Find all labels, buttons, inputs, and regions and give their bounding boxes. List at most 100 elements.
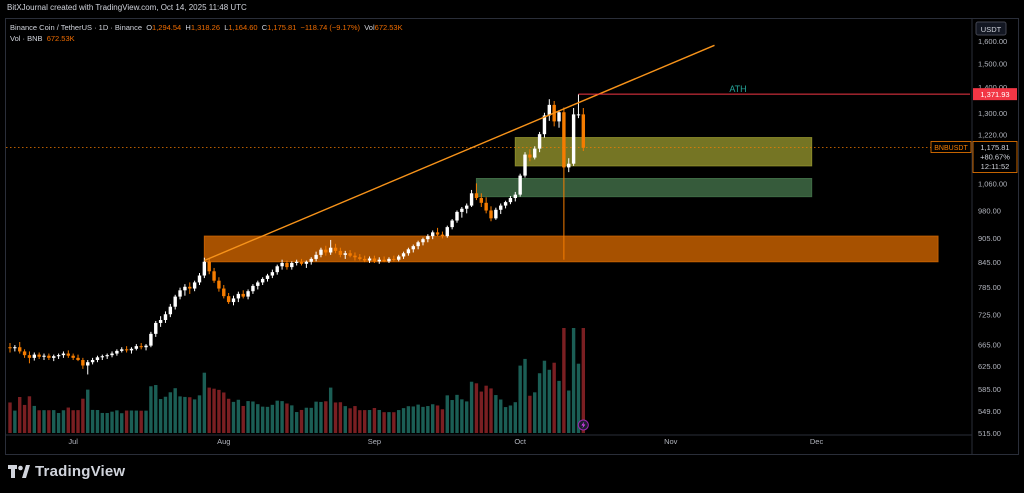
candle-body [270, 272, 275, 276]
volume-bar [324, 401, 328, 433]
volume-bar [377, 409, 381, 433]
attribution-text: BitXJournal created with TradingView.com… [7, 3, 247, 12]
candle-body [8, 347, 12, 349]
candle-body [173, 296, 177, 307]
trendline [204, 44, 715, 262]
volume-bar [52, 410, 56, 433]
volume-bar [66, 407, 71, 433]
candle-body [52, 356, 56, 358]
legend-close: 1,175.81 [267, 23, 297, 32]
volume-bar [489, 388, 493, 433]
top-bar: BitXJournal created with TradingView.com… [0, 0, 1024, 18]
legend-volume-row: Vol · BNB 672.53K [10, 33, 403, 44]
legend: Binance Coin / TetherUS · 1D · Binance O… [10, 22, 403, 44]
y-tick-label: 585.00 [978, 385, 1001, 394]
lightning-icon [581, 421, 586, 429]
volume-bar [120, 413, 124, 433]
volume-bar [416, 404, 420, 433]
candle-body [120, 349, 124, 351]
y-tick-label: 725.00 [978, 311, 1001, 320]
legend-close-label: C [261, 23, 268, 32]
last-price-countdown: 12:11:52 [981, 162, 1010, 171]
y-tick-label: 1,220.00 [978, 131, 1007, 140]
volume-bar [154, 385, 158, 433]
volume-bar [260, 406, 265, 433]
candle-body [576, 114, 581, 116]
candle-body [66, 353, 71, 356]
candle-body [260, 278, 265, 283]
candle-body [42, 355, 46, 357]
candle-body [513, 194, 517, 199]
candle-body [494, 209, 498, 219]
candle-body [299, 261, 304, 264]
y-tick-label: 785.00 [978, 283, 1001, 292]
volume-bar [42, 410, 46, 433]
legend-low-label: L [224, 23, 229, 32]
volume-bar [343, 406, 347, 433]
volume-bar [173, 388, 177, 433]
volume-bar [134, 410, 139, 433]
volume-bar [275, 400, 279, 433]
candle-body [319, 249, 323, 255]
candle-body [343, 253, 347, 255]
candle-body [13, 347, 17, 349]
volume-bar [484, 385, 488, 433]
candle-body [71, 355, 75, 358]
volume-bar [406, 406, 411, 433]
volume-bar [309, 407, 313, 433]
candle-body [571, 114, 576, 164]
candle-body [207, 261, 211, 272]
volume-bar [256, 404, 260, 433]
candle-body [333, 247, 338, 251]
price-chart[interactable]: ATH USDT 1,600.00 1,500.00 1,400.00 1,300.00 1… [0, 0, 1024, 455]
volume-bar [338, 402, 343, 433]
volume-bar [552, 362, 556, 433]
candle-body [275, 266, 279, 273]
candle-body [22, 351, 27, 356]
candle-body [81, 360, 85, 366]
volume-bar [100, 412, 105, 433]
candle-body [460, 208, 464, 212]
resistance-zone [514, 137, 813, 167]
volume-bar [246, 401, 250, 433]
volume-bar [37, 410, 41, 433]
volume-bar [494, 395, 498, 433]
volume-bar [304, 407, 309, 433]
volume-bar [567, 390, 571, 433]
volume-bar [183, 396, 187, 433]
volume-bar [192, 399, 197, 433]
candle-body [290, 262, 294, 268]
volume-bar [231, 401, 236, 433]
volume-bar [90, 409, 95, 433]
candle-body [426, 236, 430, 240]
volume-bar [61, 410, 66, 433]
legend-vol-label: Vol [364, 23, 375, 32]
candle-body [406, 249, 411, 254]
candle-body [231, 298, 236, 303]
last-price-change: +80.67% [980, 152, 1010, 161]
volume-bar [440, 409, 445, 433]
volume-bar [163, 396, 168, 433]
candle-body [309, 258, 313, 262]
candle-body [304, 261, 309, 264]
candle-body [382, 259, 386, 262]
tradingview-logo[interactable]: TradingView [8, 463, 125, 480]
candle-body [202, 261, 207, 276]
volume-bar [523, 358, 527, 433]
candle-body [523, 154, 527, 176]
volume-bar [562, 328, 566, 433]
candle-body [158, 320, 163, 323]
candle-body [86, 362, 90, 366]
volume-bar [294, 412, 299, 433]
volume-bar [18, 397, 22, 433]
volume-bar [197, 395, 202, 433]
volume-bar [76, 410, 80, 433]
candle-body [76, 357, 80, 361]
volume-bar [71, 410, 75, 433]
volume-bar [115, 410, 119, 433]
volume-bar [382, 412, 386, 433]
candle-body [455, 211, 459, 221]
candle-body [489, 210, 493, 219]
candle-body [377, 259, 381, 262]
